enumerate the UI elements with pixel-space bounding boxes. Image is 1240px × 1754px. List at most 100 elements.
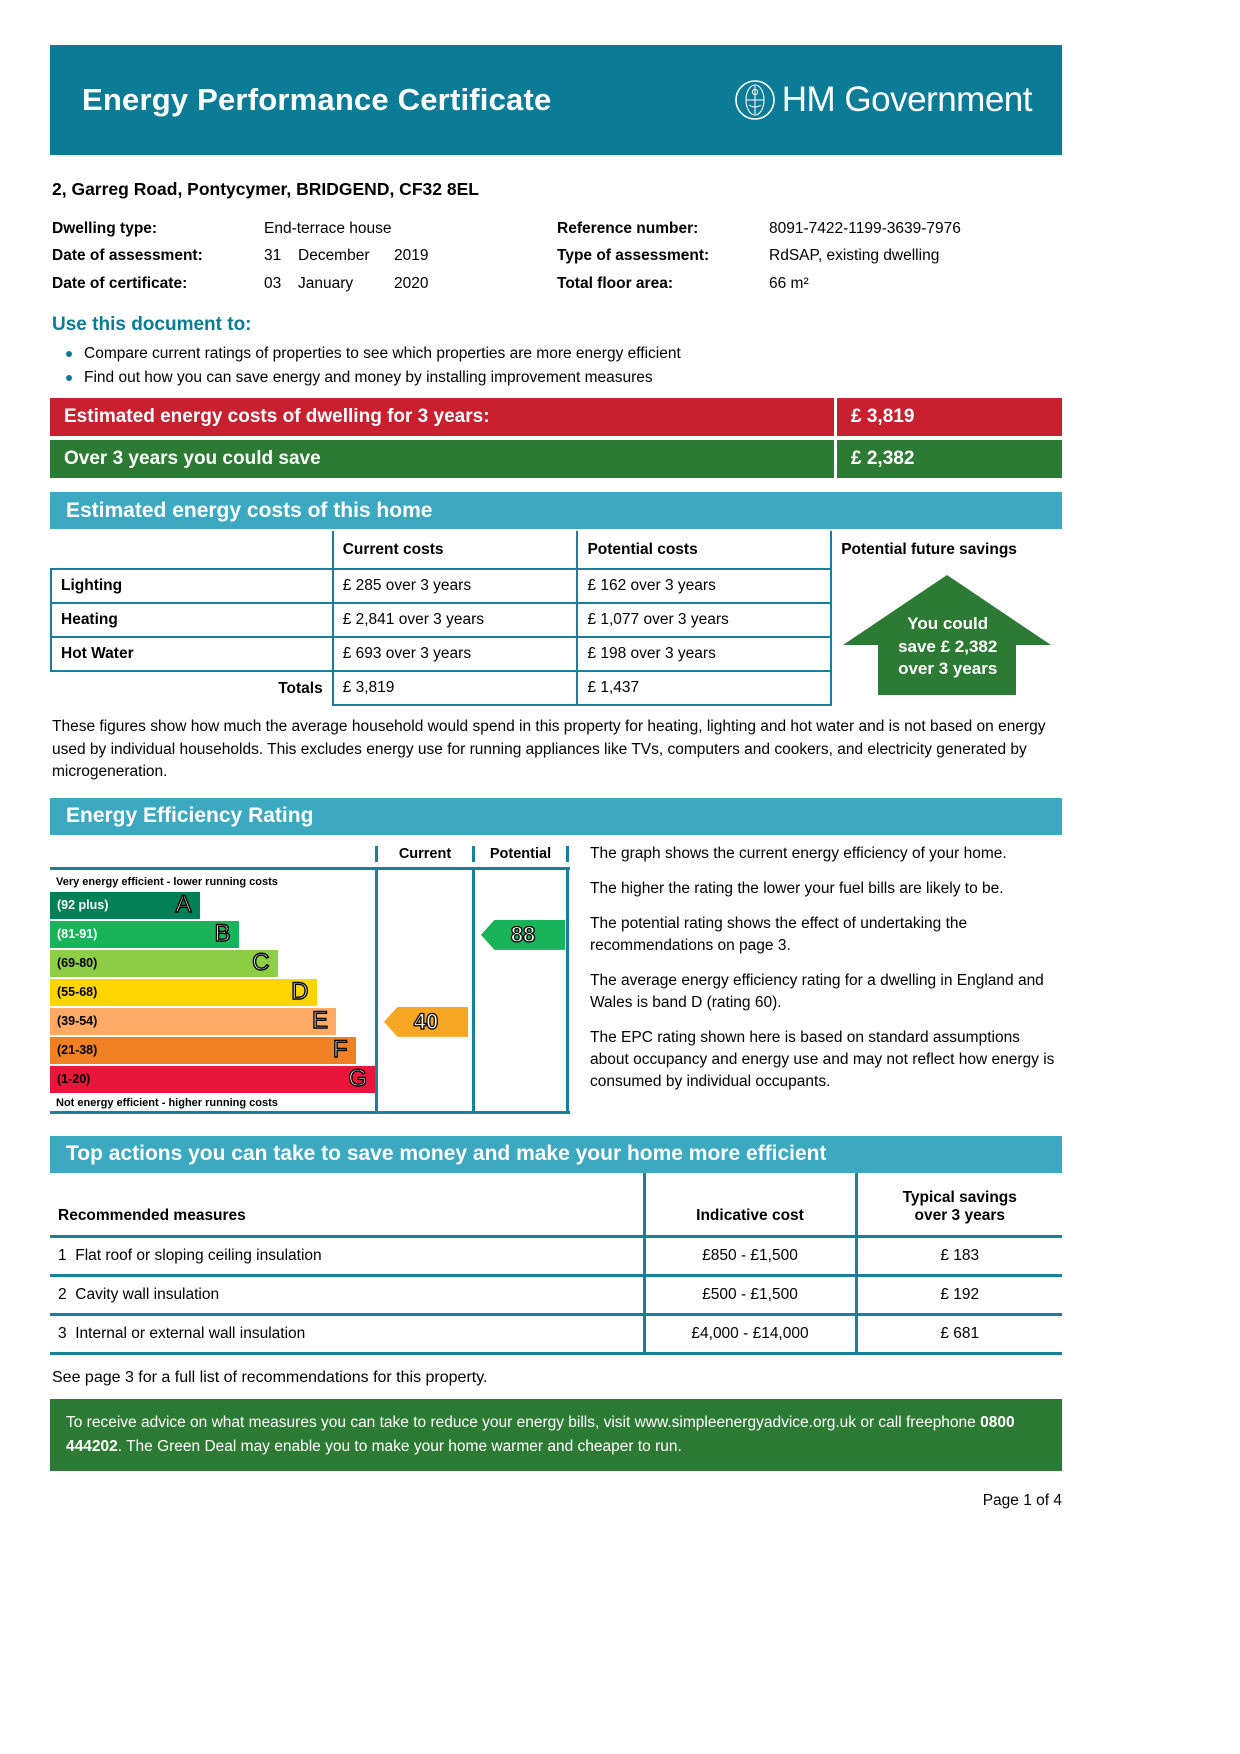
estimated-cost-value: £ 3,819 bbox=[834, 398, 1062, 437]
eer-paragraph: The graph shows the current energy effic… bbox=[590, 844, 1007, 862]
eer-band-b-letter: B bbox=[214, 920, 231, 948]
measure-savings: £ 192 bbox=[854, 1275, 1062, 1317]
savings-line-2: save £ 2,382 bbox=[898, 636, 998, 656]
detail-reference-number: Reference number: 8091-7422-1199-3639-79… bbox=[557, 218, 1062, 240]
energy-costs-table: Current costs Potential costs Potential … bbox=[50, 531, 1062, 707]
royal-crest-icon bbox=[734, 79, 776, 121]
estimated-cost-label: Estimated energy costs of dwelling for 3… bbox=[64, 406, 490, 428]
certificate-year: 2020 bbox=[394, 274, 429, 292]
green-footer-text-after: . The Green Deal may enable you to make … bbox=[117, 1437, 682, 1455]
eer-potential-column: 88 bbox=[472, 869, 569, 1111]
costs-section-title: Estimated energy costs of this home bbox=[50, 492, 1062, 530]
row-label: Heating bbox=[50, 602, 334, 639]
assessment-month: December bbox=[298, 247, 370, 265]
see-page-note: See page 3 for a full list of recommenda… bbox=[52, 1369, 488, 1387]
assessment-day: 31 bbox=[264, 247, 282, 265]
measure-cell: 3 Internal or external wall insulation bbox=[50, 1314, 644, 1356]
detail-type-of-assessment: Type of assessment: RdSAP, existing dwel… bbox=[557, 245, 1062, 267]
col-indicative-cost: Indicative cost bbox=[642, 1172, 856, 1239]
assessment-year: 2019 bbox=[394, 247, 429, 265]
certificate-month: January bbox=[298, 274, 354, 292]
eer-band-b: (81-91) B bbox=[50, 920, 239, 948]
property-details: Dwelling type: End-terrace house Date of… bbox=[52, 218, 1062, 300]
savings-house-text: You could save £ 2,382 over 3 years bbox=[832, 613, 1063, 680]
col-typical-savings: Typical savings over 3 years bbox=[854, 1172, 1062, 1239]
detail-date-of-certificate: Date of certificate: 03 January 2020 bbox=[52, 273, 557, 295]
details-right-column: Reference number: 8091-7422-1199-3639-79… bbox=[557, 218, 1062, 300]
detail-label: Type of assessment: bbox=[557, 247, 710, 265]
eer-graph: Current Potential Very energy efficient … bbox=[50, 841, 570, 1114]
table-totals-row: Totals £ 3,819 £ 1,437 bbox=[51, 670, 1062, 707]
col-current-costs: Current costs bbox=[331, 531, 579, 571]
eer-paragraph: The higher the rating the lower your fue… bbox=[590, 879, 1004, 897]
savings-line-3: over 3 years bbox=[898, 659, 998, 679]
page-number: Page 1 of 4 bbox=[982, 1492, 1062, 1509]
col-potential-savings: Potential future savings bbox=[841, 541, 1017, 559]
potential-saving-banner: Over 3 years you could save £ 2,382 bbox=[50, 440, 1062, 479]
row-current: £ 285 over 3 years bbox=[331, 568, 579, 605]
use-document-list: Compare current ratings of properties to… bbox=[60, 342, 1062, 390]
hm-government-text: HM Government bbox=[781, 80, 1033, 119]
col-blank bbox=[51, 531, 334, 571]
measure-cost: £850 - £1,500 bbox=[642, 1236, 856, 1278]
eer-band-g-letter: G bbox=[348, 1065, 368, 1093]
detail-label: Date of certificate: bbox=[52, 274, 188, 292]
savings-line-1: You could bbox=[907, 614, 989, 634]
green-footer-text-before: To receive advice on what measures you c… bbox=[66, 1414, 981, 1432]
eer-band-g: (1-20) G bbox=[50, 1065, 375, 1093]
table-row: 1 Flat roof or sloping ceiling insulatio… bbox=[50, 1236, 1062, 1278]
eer-band-f: (21-38) F bbox=[50, 1036, 356, 1064]
eer-current-value: 40 bbox=[384, 1006, 468, 1037]
eer-potential-marker: 88 bbox=[481, 919, 565, 950]
top-actions-table: Recommended measures Indicative cost Typ… bbox=[50, 1172, 1062, 1356]
house-icon: You could save £ 2,382 over 3 years bbox=[832, 569, 1063, 705]
eer-band-a-letter: A bbox=[175, 891, 192, 919]
detail-total-floor-area: Total floor area: 66 m² bbox=[557, 273, 1062, 295]
detail-label: Dwelling type: bbox=[52, 220, 158, 237]
list-item: Compare current ratings of properties to… bbox=[60, 342, 1062, 366]
detail-dwelling-type: Dwelling type: End-terrace house bbox=[52, 218, 557, 240]
eer-section-title: Energy Efficiency Rating bbox=[50, 797, 1062, 835]
eer-band-d-letter: D bbox=[290, 978, 309, 1006]
hm-government-logo: HM Government bbox=[734, 79, 1033, 121]
eer-top-caption: Very energy efficient - lower running co… bbox=[56, 875, 278, 888]
measure-number: 3 bbox=[58, 1325, 67, 1343]
potential-saving-label: Over 3 years you could save bbox=[64, 448, 321, 470]
page-header: Energy Performance Certificate HM Govern… bbox=[50, 45, 1062, 155]
property-address: 2, Garreg Road, Pontycymer, BRIDGEND, CF… bbox=[52, 179, 479, 199]
measure-cell: 2 Cavity wall insulation bbox=[50, 1275, 644, 1317]
measure-number: 1 bbox=[58, 1247, 67, 1265]
eer-band-c-range: (69-80) bbox=[57, 956, 98, 971]
eer-paragraph: The EPC rating shown here is based on st… bbox=[590, 1028, 1055, 1090]
eer-current-column: 40 bbox=[375, 869, 472, 1111]
eer-section: Current Potential Very energy efficient … bbox=[50, 841, 1062, 1114]
epc-page: Energy Performance Certificate HM Govern… bbox=[50, 0, 1062, 1509]
certificate-day: 03 bbox=[264, 274, 282, 292]
eer-graph-header: Current Potential bbox=[50, 841, 570, 867]
measure-number: 2 bbox=[58, 1286, 67, 1304]
row-potential: £ 1,077 over 3 years bbox=[576, 602, 833, 639]
measure-savings: £ 681 bbox=[854, 1314, 1062, 1356]
eer-band-g-range: (1-20) bbox=[57, 1072, 91, 1087]
table-row: 3 Internal or external wall insulation £… bbox=[50, 1314, 1062, 1356]
measure-cost: £500 - £1,500 bbox=[642, 1275, 856, 1317]
eer-potential-value: 88 bbox=[481, 919, 565, 950]
eer-band-c-letter: C bbox=[251, 949, 270, 977]
measure-text: Cavity wall insulation bbox=[75, 1286, 220, 1304]
table-row: Heating £ 2,841 over 3 years £ 1,077 ove… bbox=[50, 602, 1062, 639]
details-left-column: Dwelling type: End-terrace house Date of… bbox=[52, 218, 557, 300]
row-potential: £ 198 over 3 years bbox=[576, 636, 833, 673]
table-row: Lighting £ 285 over 3 years £ 162 over 3… bbox=[50, 568, 1062, 696]
list-item: Find out how you can save energy and mon… bbox=[60, 366, 1062, 390]
row-current: £ 2,841 over 3 years bbox=[331, 602, 579, 639]
use-document-heading: Use this document to: bbox=[52, 314, 252, 336]
eer-paragraph: The potential rating shows the effect of… bbox=[590, 914, 968, 954]
row-potential: £ 162 over 3 years bbox=[576, 568, 833, 605]
eer-col-potential: Potential bbox=[472, 845, 569, 862]
green-deal-footer: To receive advice on what measures you c… bbox=[50, 1399, 1062, 1471]
measure-text: Internal or external wall insulation bbox=[75, 1325, 306, 1343]
measure-cell: 1 Flat roof or sloping ceiling insulatio… bbox=[50, 1236, 644, 1278]
green-footer-phone: 0800 444202 bbox=[66, 1414, 1015, 1455]
eer-band-a-range: (92 plus) bbox=[57, 898, 109, 913]
savings-house-cell: You could save £ 2,382 over 3 years bbox=[831, 569, 1062, 705]
